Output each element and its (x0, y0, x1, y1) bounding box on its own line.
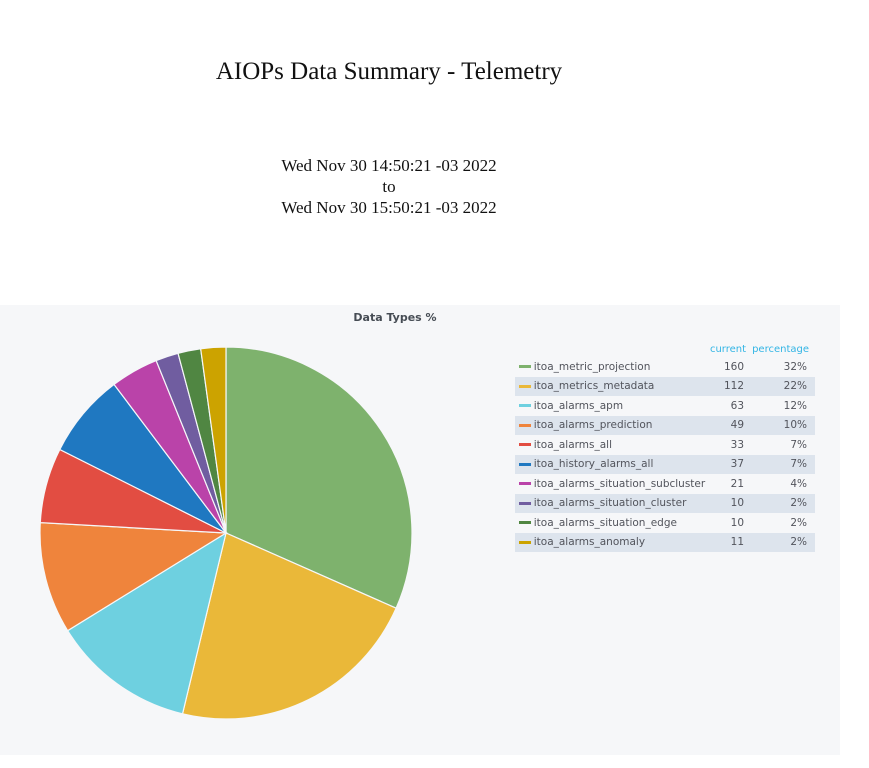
legend-swatch (519, 521, 531, 525)
pie-slice-itoa_metric_projection[interactable] (225, 346, 413, 609)
legend-label[interactable]: itoa_metrics_metadata (533, 376, 706, 396)
legend-percentage: 7% (752, 454, 815, 474)
pie-slice-itoa_metrics_metadata[interactable] (181, 532, 397, 720)
legend-percentage: 4% (790, 477, 807, 490)
chart-panel: Data Types % current percentage itoa_met… (0, 305, 840, 755)
legend-item[interactable]: itoa_history_alarms_all 37 7% (515, 454, 815, 474)
legend-current: 63 (730, 399, 745, 412)
legend-item[interactable]: itoa_metrics_metadata 112 22% (515, 376, 815, 396)
legend-swatch (519, 540, 531, 544)
legend-item[interactable]: itoa_alarms_prediction 49 10% (515, 415, 815, 435)
legend-current: 160 (724, 360, 745, 373)
legend-table: current percentage itoa_metric_projectio… (515, 342, 815, 552)
legend-current: 10 (730, 516, 745, 529)
legend-current: 11 (705, 532, 753, 552)
legend-item[interactable]: itoa_alarms_situation_edge 10 2% (515, 513, 815, 533)
chart-title[interactable]: Data Types % (353, 311, 437, 324)
legend-current: 112 (705, 376, 753, 396)
legend-percentage: 22% (752, 376, 815, 396)
legend-label[interactable]: itoa_alarms_apm (533, 399, 624, 412)
legend-current: 10 (705, 493, 753, 513)
range-separator: to (382, 177, 396, 196)
legend-label[interactable]: itoa_alarms_situation_edge (533, 516, 677, 529)
legend-swatch (519, 501, 531, 505)
legend-current: 49 (705, 415, 753, 435)
legend-header: current percentage (515, 342, 815, 357)
legend-label[interactable]: itoa_alarms_situation_cluster (533, 493, 706, 513)
legend-current: 33 (730, 438, 745, 451)
legend-item[interactable]: itoa_alarms_situation_cluster 10 2% (515, 493, 815, 513)
date-range: Wed Nov 30 14:50:21 -03 2022 to Wed Nov … (0, 155, 778, 218)
legend: current percentage itoa_metric_projectio… (515, 342, 815, 552)
legend-swatch (519, 462, 531, 466)
pie-chart (39, 346, 413, 720)
report-title: AIOPs Data Summary - Telemetry (215, 58, 563, 85)
legend-percentage: 32% (783, 360, 807, 373)
pie-slice-itoa_alarms_apm[interactable] (66, 531, 227, 715)
legend-current: 37 (705, 454, 753, 474)
legend-label[interactable]: itoa_alarms_all (533, 438, 613, 451)
legend-swatch (519, 384, 531, 388)
legend-swatch (519, 482, 531, 486)
legend-percentage: 7% (790, 438, 807, 451)
legend-percentage: 2% (790, 516, 807, 529)
legend-col-current[interactable]: current (709, 344, 747, 355)
legend-label[interactable]: itoa_alarms_situation_subcluster (533, 477, 706, 490)
legend-label[interactable]: itoa_alarms_prediction (533, 415, 706, 435)
legend-label[interactable]: itoa_history_alarms_all (533, 454, 706, 474)
range-end: Wed Nov 30 15:50:21 -03 2022 (281, 198, 497, 217)
legend-current: 21 (730, 477, 745, 490)
legend-percentage: 2% (752, 493, 815, 513)
legend-percentage: 2% (752, 532, 815, 552)
legend-item[interactable]: itoa_alarms_all 33 7% (515, 435, 815, 455)
legend-swatch (519, 404, 531, 408)
legend-swatch (519, 443, 531, 447)
pie-slice-itoa_alarms_anomaly[interactable] (199, 346, 227, 534)
legend-percentage: 12% (783, 399, 807, 412)
legend-item[interactable]: itoa_alarms_apm 63 12% (515, 396, 815, 416)
legend-label[interactable]: itoa_metric_projection (533, 360, 651, 373)
legend-item[interactable]: itoa_alarms_anomaly 11 2% (515, 532, 815, 552)
legend-item[interactable]: itoa_metric_projection 160 32% (515, 357, 815, 377)
legend-swatch (519, 365, 531, 369)
legend-percentage: 10% (752, 415, 815, 435)
legend-item[interactable]: itoa_alarms_situation_subcluster 21 4% (515, 474, 815, 494)
range-start: Wed Nov 30 14:50:21 -03 2022 (281, 156, 497, 175)
legend-col-percentage[interactable]: percentage (752, 344, 809, 355)
legend-swatch (519, 423, 531, 427)
legend-label[interactable]: itoa_alarms_anomaly (533, 532, 706, 552)
pie-slice-itoa_alarms_prediction[interactable] (39, 521, 228, 632)
